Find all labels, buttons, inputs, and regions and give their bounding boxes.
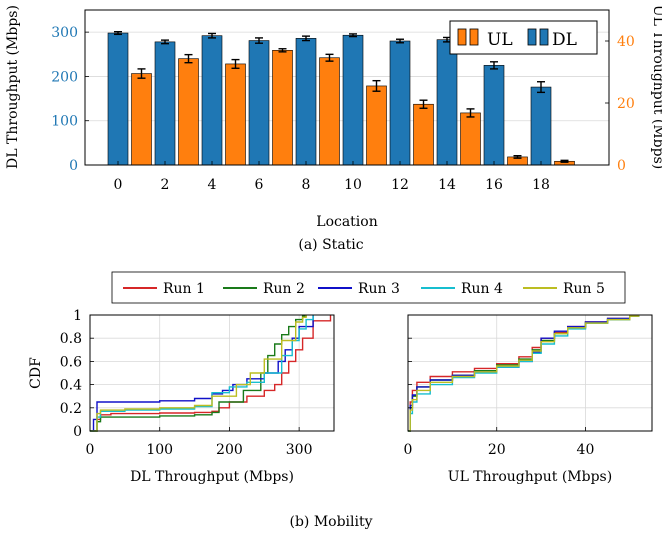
cdf-line-run-4: [90, 315, 314, 432]
dl-bar: [483, 65, 505, 166]
cdf-line-run-1: [90, 315, 332, 432]
dl-bar: [436, 39, 458, 166]
legend-run-label: Run 4: [461, 281, 503, 297]
caption-a: (a) Static: [298, 237, 363, 253]
x-axis-label-dl: DL Throughput (Mbps): [130, 469, 294, 485]
x-tick-label: 0: [86, 442, 95, 458]
legend-run-label: Run 3: [358, 281, 400, 297]
y-tick-label-dl: 100: [51, 114, 78, 130]
cdf-lines: [408, 315, 640, 432]
y-tick-label-ul: 20: [617, 96, 635, 112]
dl-bar: [389, 40, 411, 166]
y-axis-label-dl: DL Throughput (Mbps): [5, 5, 21, 169]
ul-bar: [460, 112, 481, 166]
legend-dl-swatch-b: [539, 28, 549, 46]
axes-ticks: 0 100 200 300 0 20 40 0 2 4 6 8 10 12 14 16 18: [51, 25, 635, 193]
y-tick-label-dl: 200: [51, 69, 78, 85]
x-tick-label: 100: [146, 442, 173, 458]
runs-legend: Run 1 Run 2 Run 3 Run 4 Run 5: [111, 271, 626, 304]
ul-bar: [366, 85, 387, 166]
dl-bar: [342, 34, 364, 166]
dl-bar: [201, 35, 223, 166]
plot-frame: [84, 9, 610, 166]
x-tick-label: 300: [286, 442, 313, 458]
ul-bar: [225, 63, 246, 166]
x-axis-label-ul: UL Throughput (Mbps): [448, 469, 612, 485]
y-tick-label: 0.6: [60, 354, 82, 370]
caption-b: (b) Mobility: [289, 514, 372, 530]
x-tick-label: 2: [161, 177, 170, 193]
cdf-line-run-2: [408, 315, 640, 432]
cdf-line-run-3: [408, 315, 640, 432]
cdf-lines: [90, 315, 332, 432]
y-tick-label-dl: 300: [51, 25, 78, 41]
dl-bar: [248, 40, 270, 166]
legend: UL DL: [449, 20, 598, 55]
plot-frame: [407, 314, 653, 432]
cdf-line-run-5: [408, 315, 640, 432]
x-tick-label: 0: [404, 442, 413, 458]
dl-bar: [530, 86, 552, 166]
dl-cdf-chart: 0 0.2 0.4 0.6 0.8 1 0 100 200 300 CDF DL Throughp…: [28, 308, 335, 485]
dl-bar: [107, 32, 129, 166]
y-axis-label-cdf: CDF: [28, 357, 44, 389]
legend-run-label: Run 2: [263, 281, 305, 297]
cdf-line-run-4: [408, 315, 640, 432]
legend-ul-swatch-a: [457, 28, 467, 46]
x-tick-label: 20: [488, 442, 506, 458]
x-tick-label: 18: [532, 177, 550, 193]
x-tick-label: 16: [485, 177, 503, 193]
y-tick-label-ul: 0: [617, 158, 626, 174]
y-tick-label: 0: [73, 424, 82, 440]
plot-frame: [89, 314, 335, 432]
cdf-line-run-5: [90, 315, 307, 432]
legend-dl-label: DL: [552, 30, 577, 50]
legend-run-label: Run 5: [563, 281, 605, 297]
x-tick-label: 200: [216, 442, 243, 458]
static-bar-chart: 0 100 200 300 0 20 40 0 2 4 6 8 10 12 14 16 18 DL Throug…: [5, 5, 662, 253]
ul-bar: [413, 103, 434, 166]
y-tick-label: 0.2: [60, 401, 82, 417]
grid: [407, 314, 652, 432]
axes-ticks: 0 20 40: [404, 314, 595, 458]
x-axis-label: Location: [316, 214, 377, 230]
ul-bar: [272, 49, 293, 166]
axes-ticks: 0 0.2 0.4 0.6 0.8 1 0 100 200 300: [60, 308, 313, 458]
ul-bar: [178, 58, 199, 166]
ul-bar: [319, 57, 340, 166]
x-tick-label: 0: [114, 177, 123, 193]
y-tick-label-dl: 0: [69, 158, 78, 174]
legend-run-label: Run 1: [163, 281, 205, 297]
legend-dl-swatch-a: [527, 28, 537, 46]
x-tick-label: 14: [438, 177, 456, 193]
y-tick-label: 1: [73, 308, 82, 324]
x-tick-label: 40: [577, 442, 595, 458]
y-tick-label: 0.8: [60, 331, 82, 347]
y-axis-label-ul: UL Throughput (Mbps): [650, 5, 662, 169]
y-tick-label-ul: 40: [617, 34, 635, 50]
x-tick-label: 12: [391, 177, 409, 193]
legend-ul-swatch-b: [469, 28, 479, 46]
bars: [107, 31, 575, 166]
x-tick-label: 8: [302, 177, 311, 193]
ul-bar: [131, 73, 152, 166]
x-tick-label: 10: [344, 177, 362, 193]
legend-ul-label: UL: [487, 30, 513, 50]
dl-bar: [154, 41, 176, 166]
x-tick-label: 4: [208, 177, 217, 193]
ul-cdf-chart: 0 20 40 UL Throughput (Mbps): [404, 314, 653, 485]
dl-bar: [295, 38, 317, 166]
x-tick-label: 6: [255, 177, 264, 193]
y-tick-label: 0.4: [60, 378, 82, 394]
cdf-line-run-1: [408, 315, 640, 432]
